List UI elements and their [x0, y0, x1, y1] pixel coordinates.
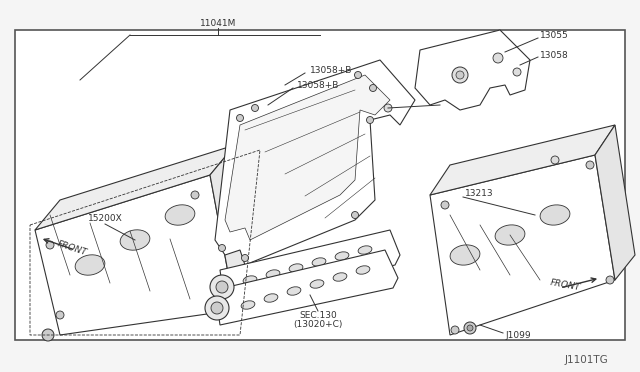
Circle shape [586, 161, 594, 169]
Circle shape [456, 71, 464, 79]
Ellipse shape [165, 205, 195, 225]
Text: FRONT: FRONT [549, 278, 581, 292]
Ellipse shape [356, 266, 370, 274]
Circle shape [218, 244, 225, 251]
Polygon shape [430, 125, 615, 195]
Ellipse shape [495, 225, 525, 245]
Polygon shape [215, 60, 415, 265]
Polygon shape [430, 155, 615, 335]
Circle shape [191, 191, 199, 199]
Ellipse shape [540, 205, 570, 225]
Text: J1101TG: J1101TG [564, 355, 608, 365]
Polygon shape [35, 145, 235, 230]
Text: 13058+B: 13058+B [310, 65, 353, 74]
Polygon shape [215, 250, 398, 325]
Ellipse shape [450, 245, 480, 265]
Polygon shape [415, 30, 530, 110]
Ellipse shape [333, 273, 347, 281]
Polygon shape [220, 230, 400, 305]
Ellipse shape [335, 252, 349, 260]
Circle shape [441, 201, 449, 209]
Text: SEC.130: SEC.130 [299, 311, 337, 320]
Ellipse shape [241, 301, 255, 309]
Polygon shape [210, 145, 260, 310]
Ellipse shape [287, 287, 301, 295]
Circle shape [513, 68, 521, 76]
Circle shape [451, 326, 459, 334]
Ellipse shape [120, 230, 150, 250]
Ellipse shape [312, 258, 326, 266]
Text: 13058+B: 13058+B [297, 80, 339, 90]
Circle shape [355, 71, 362, 78]
Circle shape [452, 67, 468, 83]
Text: 11041M: 11041M [200, 19, 236, 28]
Text: 13213: 13213 [465, 189, 493, 198]
Polygon shape [225, 75, 390, 240]
Circle shape [467, 325, 473, 331]
Circle shape [211, 302, 223, 314]
Text: J1099: J1099 [505, 330, 531, 340]
Circle shape [210, 275, 234, 299]
Circle shape [464, 322, 476, 334]
Ellipse shape [266, 270, 280, 278]
Text: 15200X: 15200X [88, 214, 122, 222]
Circle shape [551, 156, 559, 164]
Ellipse shape [243, 276, 257, 284]
Circle shape [46, 241, 54, 249]
Ellipse shape [289, 264, 303, 272]
Polygon shape [35, 175, 235, 335]
Circle shape [351, 212, 358, 218]
Ellipse shape [75, 255, 105, 275]
Ellipse shape [358, 246, 372, 254]
Text: 13055: 13055 [540, 31, 569, 39]
Circle shape [237, 115, 243, 122]
Ellipse shape [264, 294, 278, 302]
Bar [15, 30, 625, 340]
Circle shape [252, 105, 259, 112]
Circle shape [384, 104, 392, 112]
Circle shape [42, 329, 54, 341]
Circle shape [369, 84, 376, 92]
Circle shape [56, 311, 64, 319]
Circle shape [221, 291, 229, 299]
Text: 13058: 13058 [540, 51, 569, 60]
Circle shape [241, 254, 248, 262]
Circle shape [216, 281, 228, 293]
Text: (13020+C): (13020+C) [293, 321, 342, 330]
Circle shape [205, 296, 229, 320]
Circle shape [367, 116, 374, 124]
Polygon shape [595, 125, 635, 280]
Text: FRONT: FRONT [56, 239, 88, 257]
Circle shape [493, 53, 503, 63]
Circle shape [606, 276, 614, 284]
Ellipse shape [310, 280, 324, 288]
